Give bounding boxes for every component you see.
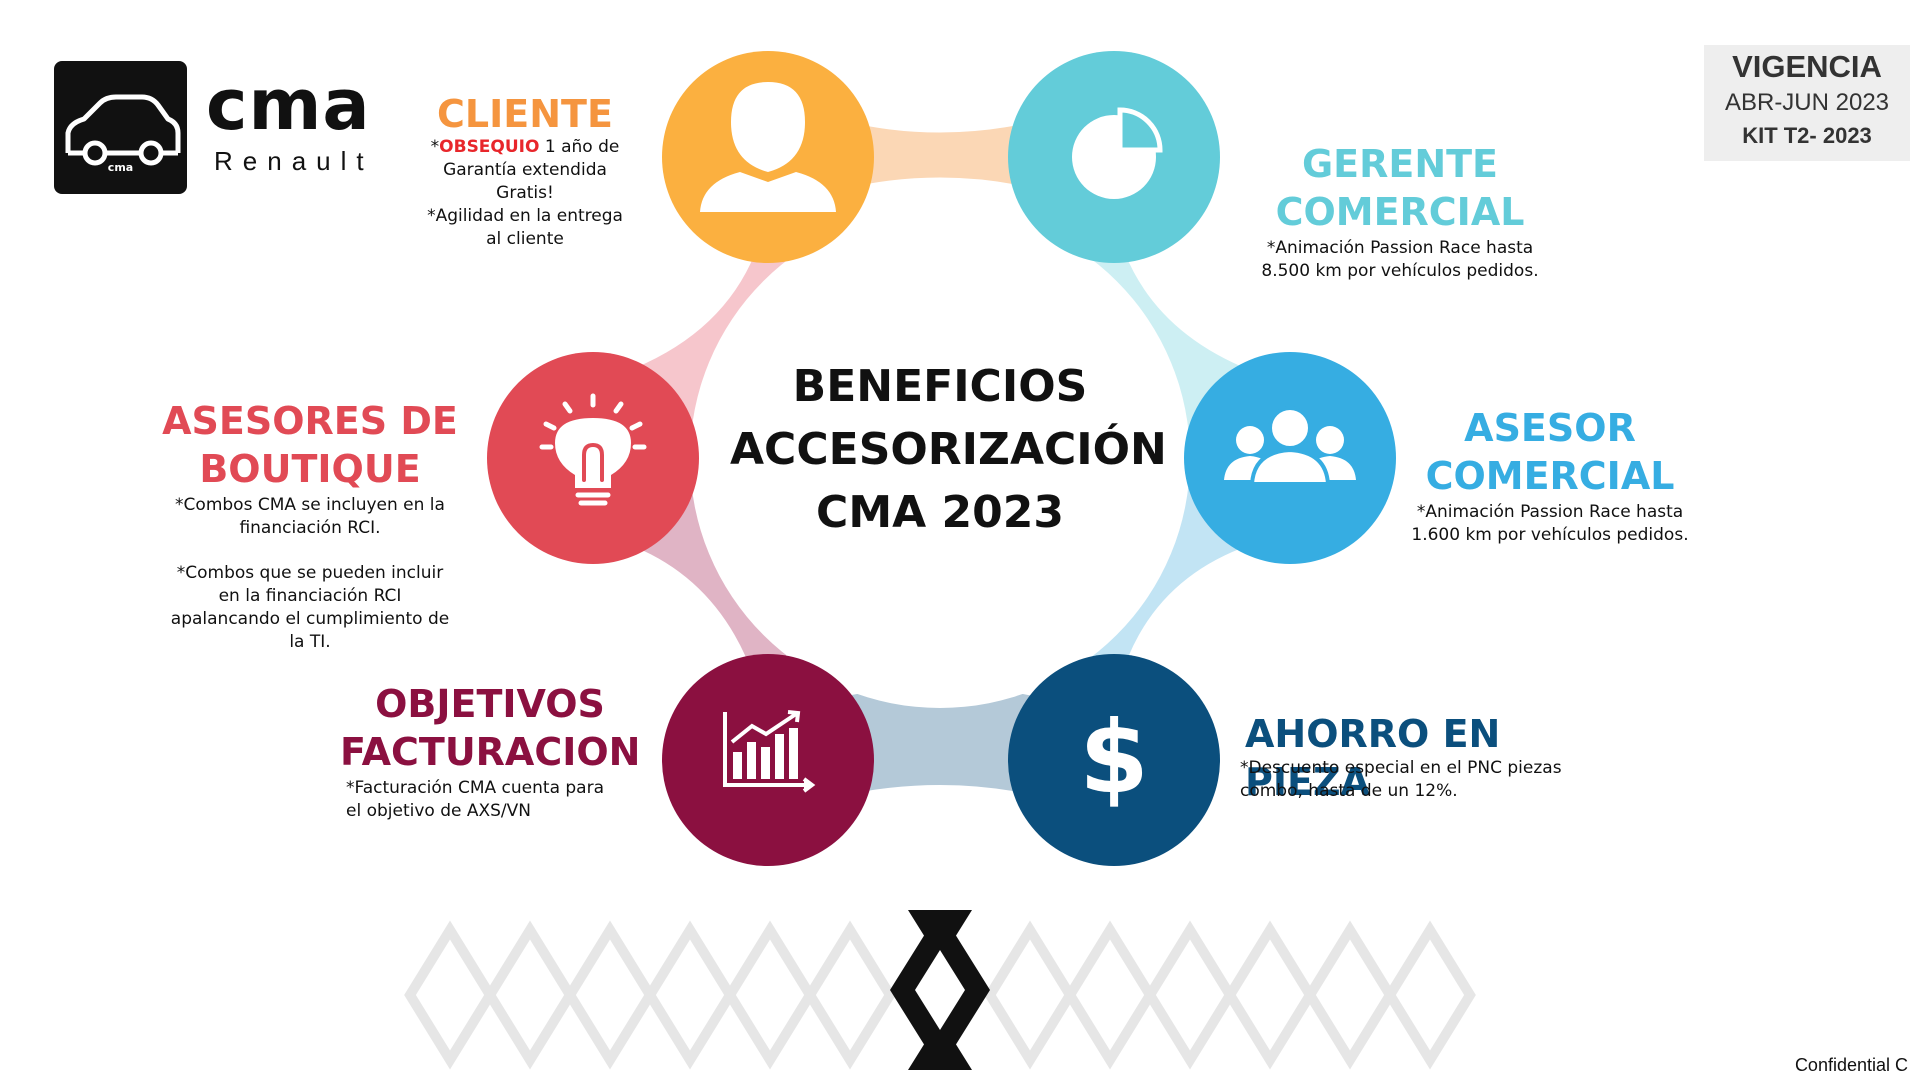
boutique-title-line1: ASESORES DE — [162, 399, 458, 443]
center-title: BENEFICIOS ACCESORIZACIÓN CMA 2023 — [730, 355, 1167, 544]
dollar-icon: $ — [1079, 699, 1149, 816]
cliente-line4: *Agilidad en la entrega — [427, 206, 623, 226]
light-bulb-icon — [539, 393, 647, 506]
gerente-title-line2: COMERCIAL — [1275, 190, 1525, 234]
boutique-line1: *Combos CMA se incluyen en la — [175, 495, 445, 515]
renault-logo-icon — [890, 910, 990, 1070]
cliente-description: *OBSEQUIO 1 año de Garantía extendida Gr… — [410, 136, 640, 251]
objetivos-title: OBJETIVOS FACTURACION — [340, 680, 640, 776]
asesor-line1: *Animación Passion Race hasta — [1416, 502, 1684, 522]
boutique-line3: *Combos que se pueden incluir — [176, 563, 444, 583]
gerente-line1: *Animación Passion Race hasta — [1266, 238, 1534, 258]
ahorro-circle — [1008, 654, 1220, 866]
person-icon — [700, 82, 836, 212]
cliente-line5: al cliente — [486, 229, 564, 249]
objetivos-line2: el objetivo de AXS/VN — [346, 801, 532, 821]
cliente-line1: 1 año de — [539, 137, 620, 157]
diamond-pattern — [404, 920, 1476, 1070]
asesor-line2: 1.600 km por vehículos pedidos. — [1411, 525, 1689, 545]
vigencia-period: ABR-JUN 2023 — [1724, 89, 1890, 116]
center-title-line1: BENEFICIOS — [792, 361, 1088, 412]
ahorro-line1: *Descuento especial en el PNC piezas — [1240, 758, 1562, 778]
boutique-line6: la TI. — [289, 632, 331, 652]
logo-brand-text: cma — [206, 64, 371, 146]
cliente-line3: Gratis! — [496, 183, 554, 203]
ahorro-description: *Descuento especial en el PNC piezas com… — [1240, 757, 1620, 803]
objetivos-title-line1: OBJETIVOS — [375, 682, 605, 726]
logo-subtitle: Renault — [214, 146, 374, 176]
people-group-icon — [1224, 406, 1356, 486]
cliente-highlight: OBSEQUIO — [439, 137, 540, 157]
vigencia-box: VIGENCIA ABR-JUN 2023 KIT T2- 2023 — [1704, 45, 1910, 161]
gerente-line2: 8.500 km por vehículos pedidos. — [1261, 261, 1539, 281]
cliente-title: CLIENTE — [437, 92, 613, 136]
boutique-title: ASESORES DE BOUTIQUE — [160, 397, 460, 493]
objetivos-line1: *Facturación CMA cuenta para — [346, 778, 605, 798]
cma-logo-badge: cma — [54, 61, 187, 194]
bar-chart-icon — [723, 710, 816, 793]
gerente-description: *Animación Passion Race hasta 8.500 km p… — [1240, 237, 1560, 283]
asesor-title-line1: ASESOR — [1464, 406, 1636, 450]
car-icon — [65, 94, 181, 166]
boutique-title-line2: BOUTIQUE — [199, 447, 421, 491]
ahorro-line2: combo, hasta de un 12%. — [1240, 781, 1458, 801]
asesor-title: ASESOR COMERCIAL — [1410, 404, 1690, 500]
gerente-title: GERENTE COMERCIAL — [1260, 140, 1540, 236]
pie-chart-icon — [1072, 107, 1163, 199]
boutique-line2: financiación RCI. — [239, 518, 381, 538]
asesor-title-line2: COMERCIAL — [1425, 454, 1675, 498]
cliente-star: * — [430, 137, 440, 157]
cliente-line2: Garantía extendida — [443, 160, 607, 180]
ahorro-title: AHORRO EN PIEZA — [1245, 712, 1501, 804]
gerente-title-line1: GERENTE — [1301, 142, 1499, 186]
boutique-description: *Combos CMA se incluyen en la financiaci… — [150, 494, 470, 654]
objetivos-description: *Facturación CMA cuenta para el objetivo… — [346, 777, 646, 823]
asesor-description: *Animación Passion Race hasta 1.600 km p… — [1390, 501, 1710, 547]
center-title-line3: CMA 2023 — [816, 487, 1064, 538]
vigencia-title: VIGENCIA — [1732, 49, 1882, 84]
boutique-line4: en la financiación RCI — [218, 586, 402, 606]
vigencia-kit: KIT T2- 2023 — [1742, 123, 1872, 148]
center-title-line2: ACCESORIZACIÓN — [730, 424, 1167, 475]
objetivos-title-line2: FACTURACION — [340, 730, 641, 774]
boutique-line5: apalancando el cumplimiento de — [170, 609, 450, 629]
confidential-label: Confidential C — [1794, 1055, 1908, 1075]
logo-badge-text: cma — [107, 161, 134, 174]
